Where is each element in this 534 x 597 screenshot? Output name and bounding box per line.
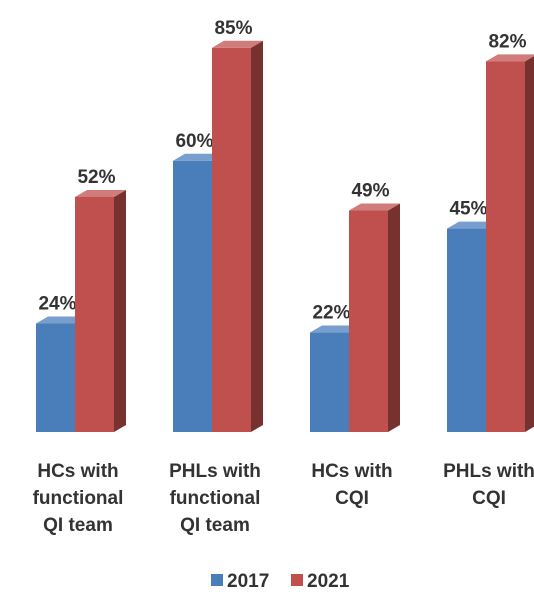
bar-side	[251, 40, 263, 433]
legend-label: 2017	[227, 571, 269, 592]
data-label: 85%	[214, 18, 252, 39]
data-label: 52%	[77, 167, 115, 188]
bar	[75, 196, 114, 432]
data-label: 49%	[351, 181, 389, 202]
x-tick-label: functional	[33, 488, 124, 509]
legend-swatch	[211, 574, 223, 586]
data-label: 60%	[175, 131, 213, 152]
data-label: 82%	[488, 31, 526, 52]
x-tick-label: QI team	[180, 515, 250, 536]
bar-top	[36, 316, 87, 324]
bar-top	[310, 325, 361, 333]
bar	[212, 47, 251, 433]
bar-side	[388, 203, 400, 432]
legend-swatch	[291, 574, 303, 586]
bar-top	[173, 153, 224, 161]
data-label: 22%	[312, 303, 350, 324]
x-tick-label: PHLs with	[443, 461, 534, 482]
bar	[349, 210, 388, 432]
x-tick-label: HCs with	[37, 461, 118, 482]
bar-top	[75, 189, 126, 197]
x-tick-label: CQI	[472, 488, 506, 509]
x-tick-label: PHLs with	[169, 461, 261, 482]
x-tick-label: HCs with	[311, 461, 392, 482]
bar-top	[486, 54, 534, 62]
bar-top	[447, 221, 498, 229]
bar-top	[212, 40, 263, 48]
bar-side	[525, 56, 534, 432]
bar	[486, 61, 525, 433]
bar	[447, 228, 486, 432]
legend-label: 2021	[307, 571, 350, 592]
x-tick-label: QI team	[43, 515, 113, 536]
data-label: 24%	[38, 294, 76, 315]
bar-side	[114, 189, 126, 432]
legend: 2017 2021	[211, 571, 350, 592]
data-label: 45%	[449, 199, 487, 220]
x-tick-label: functional	[170, 488, 261, 509]
x-tick-label: CQI	[335, 488, 369, 509]
bar	[310, 332, 349, 432]
bar	[173, 160, 212, 433]
bar	[36, 323, 75, 432]
bar-top	[349, 203, 400, 211]
